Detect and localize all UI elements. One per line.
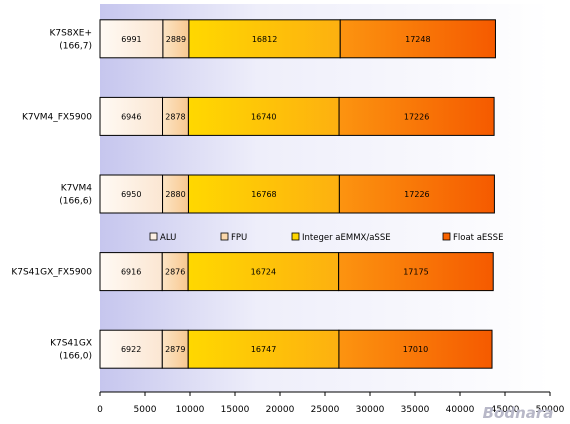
category-label: (166,6) [59, 197, 92, 207]
category-label: (166,0) [59, 352, 92, 362]
x-tick-label: 0 [97, 405, 103, 415]
data-label: 2878 [165, 112, 185, 121]
bar-segment [161, 252, 189, 292]
legend-swatch [442, 232, 451, 241]
x-tick-label: 15000 [221, 405, 250, 415]
bar-segment [161, 329, 189, 369]
bar-segment [162, 96, 189, 136]
data-label: 6946 [121, 112, 141, 121]
category-label: (166,7) [59, 41, 92, 51]
category-label: K7S41GX [50, 339, 92, 349]
data-label: 17226 [404, 112, 429, 121]
data-label: 2876 [165, 268, 185, 277]
bar-segment [339, 19, 496, 59]
bar-segment [99, 252, 163, 292]
legend-label: Integer aEMMX/aSSE [302, 233, 391, 243]
bar-segment [99, 174, 164, 214]
data-label: 6922 [121, 345, 141, 354]
bar-segment [338, 252, 494, 292]
data-label: 2889 [166, 35, 186, 44]
bar-segment [99, 19, 164, 59]
data-label: 17226 [404, 190, 429, 199]
bar-segment [338, 329, 493, 369]
legend-swatch [149, 232, 158, 241]
bar-segment [99, 96, 164, 136]
data-label: 16724 [251, 268, 276, 277]
data-label: 17248 [405, 35, 430, 44]
data-label: 17010 [403, 345, 428, 354]
bar-segment [338, 174, 495, 214]
data-label: 6991 [121, 35, 141, 44]
watermark: Bodnara [483, 404, 554, 422]
category-label: K7VM4 [61, 184, 93, 194]
data-label: 16812 [252, 35, 277, 44]
legend-label: ALU [160, 233, 176, 243]
legend-label: Float aESSE [453, 233, 503, 243]
x-tick-label: 40000 [446, 405, 475, 415]
x-tick-label: 35000 [401, 405, 430, 415]
bar-segment [162, 174, 189, 214]
category-label: K7S41GX_FX5900 [11, 268, 92, 278]
x-tick-label: 20000 [266, 405, 295, 415]
bar-segment [187, 174, 340, 214]
data-label: 16740 [251, 112, 276, 121]
x-tick-label: 30000 [356, 405, 385, 415]
x-tick-label: 45000 [491, 405, 520, 415]
bar-segment [162, 19, 190, 59]
data-label: 6950 [121, 190, 141, 199]
legend-label: FPU [231, 233, 247, 243]
bar-segment [99, 329, 163, 369]
bar-segment [187, 252, 340, 292]
legend-swatch [220, 232, 229, 241]
bar-segment [338, 96, 495, 136]
data-label: 17175 [403, 268, 428, 277]
x-tick-label: 50000 [536, 405, 565, 415]
x-tick-label: 10000 [176, 405, 205, 415]
data-label: 2880 [165, 190, 185, 199]
category-label: K7VM4_FX5900 [22, 112, 92, 122]
x-tick-label: 25000 [311, 405, 340, 415]
data-label: 2879 [165, 345, 185, 354]
x-tick-label: 5000 [134, 405, 157, 415]
bar-segment [188, 19, 341, 59]
data-label: 16768 [251, 190, 276, 199]
bar-segment [187, 329, 340, 369]
data-label: 6916 [121, 268, 141, 277]
data-label: 16747 [251, 345, 276, 354]
category-label: K7S8XE+ [50, 28, 92, 38]
legend-swatch [291, 232, 300, 241]
